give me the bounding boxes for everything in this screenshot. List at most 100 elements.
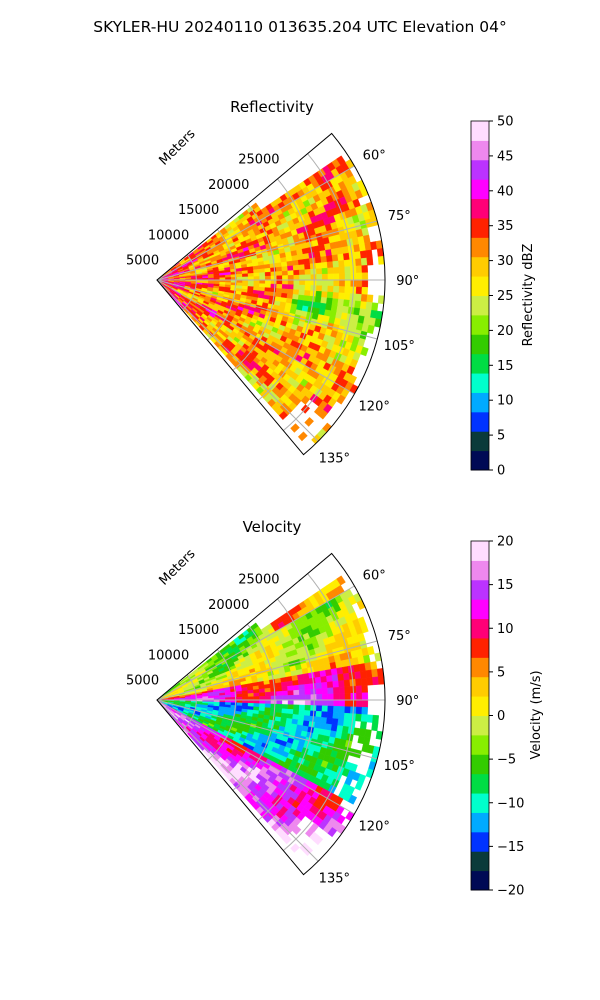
field-cell: [319, 250, 327, 258]
field-cell: [365, 301, 373, 311]
field-cell: [287, 270, 294, 276]
field-cell: [314, 676, 322, 684]
field-cell: [361, 692, 369, 701]
colorbar-segment: [471, 637, 489, 658]
field-cell: [316, 688, 323, 695]
colorbar-segment: [471, 851, 489, 872]
field-cell: [321, 285, 329, 293]
field-cell: [321, 687, 329, 695]
field-cell: [331, 674, 339, 682]
field-cell: [366, 714, 374, 723]
field-cell: [293, 269, 300, 276]
field-cell: [287, 699, 295, 705]
field-cell: [343, 719, 350, 728]
range-tick-label: 25000: [238, 573, 279, 588]
field-cell: [299, 694, 306, 701]
range-ring: [232, 623, 276, 791]
field-cell: [293, 274, 300, 281]
field-cell: [321, 711, 328, 719]
colorbar-segment: [471, 599, 489, 620]
reflectivity-colorbar: 0 5 10 15 20 25 30 35 40 45 50: [470, 115, 514, 479]
colorbar-tick-label: 35: [497, 219, 514, 234]
colorbar-tick-label: 10: [497, 394, 514, 409]
field-cell: [304, 694, 312, 701]
field-cell: [276, 275, 283, 281]
field-cell: [287, 265, 294, 272]
field-cell: [371, 722, 379, 732]
field-cell: [269, 683, 277, 689]
panel-title: Velocity: [243, 518, 302, 536]
range-ring: [207, 649, 237, 761]
field-cell: [303, 678, 311, 685]
field-cell: [270, 267, 277, 273]
field-cell: [318, 409, 328, 420]
field-cell: [276, 691, 283, 697]
field-cell: [365, 249, 373, 259]
field-cell: [315, 262, 323, 270]
field-cell: [286, 260, 294, 267]
field-cell: [304, 683, 311, 690]
colorbar-segment: [471, 696, 489, 716]
field-cell: [326, 681, 334, 689]
azimuth-gridline: [156, 640, 378, 701]
field-cell: [331, 254, 339, 262]
field-cell: [292, 679, 299, 686]
field-cell: [343, 292, 351, 301]
colorbar-segment: [471, 314, 489, 335]
field-cell: [361, 685, 368, 694]
field-cell: [332, 680, 340, 688]
field-cell: [292, 709, 300, 716]
range-tick-label: 10000: [148, 228, 189, 243]
field-cell: [337, 673, 345, 682]
polar-grid: [156, 153, 385, 442]
field-cell: [242, 693, 249, 698]
field-cell: [355, 265, 363, 274]
field-cell: [326, 261, 334, 269]
field-cell: [316, 694, 323, 701]
azimuth-gridline: [156, 279, 355, 395]
range-tick-label: 5000: [126, 254, 159, 269]
field-cell: [265, 275, 272, 281]
field-cell: [371, 302, 379, 312]
field-cell: [343, 672, 350, 681]
field-cell: [339, 273, 346, 281]
colorbar-tick-label: 50: [497, 115, 514, 130]
field-cell: [281, 704, 289, 710]
colorbar-segment: [471, 256, 489, 277]
range-axis-label: Meters: [157, 546, 199, 588]
field-cell: [314, 256, 322, 264]
colorbar-tick-label: 0: [497, 709, 505, 724]
field-cell: [275, 682, 282, 688]
range-tick-label: 20000: [208, 598, 249, 613]
range-ring: [232, 203, 276, 371]
field-cell: [304, 290, 311, 297]
colorbar-segment: [471, 618, 489, 639]
field-cell: [219, 275, 226, 279]
field-cell: [286, 680, 294, 687]
colorbar-segment: [471, 121, 489, 141]
field-cell: [292, 264, 300, 271]
field-cell: [313, 835, 324, 846]
field-cell: [333, 687, 340, 695]
field-cell: [287, 275, 295, 281]
field-cell: [304, 263, 311, 270]
field-cell: [247, 696, 255, 701]
field-cell: [225, 274, 232, 278]
field-cell: [287, 685, 294, 692]
field-cell: [259, 699, 266, 704]
field-cell: [343, 299, 350, 308]
field-cell: [253, 692, 260, 697]
colorbar-segment: [471, 353, 489, 374]
field-cell: [327, 699, 334, 707]
field-cell: [327, 687, 334, 695]
range-tick-label: 5000: [126, 674, 159, 689]
field-cell: [292, 825, 302, 835]
range-ring: [257, 178, 315, 401]
sector-outline: [156, 552, 386, 876]
field-cell: [270, 283, 277, 289]
field-cell: [314, 296, 322, 304]
colorbar-segment: [471, 541, 489, 561]
range-ring: [207, 229, 237, 341]
field-cell: [320, 675, 328, 683]
field-cell: [304, 704, 312, 711]
